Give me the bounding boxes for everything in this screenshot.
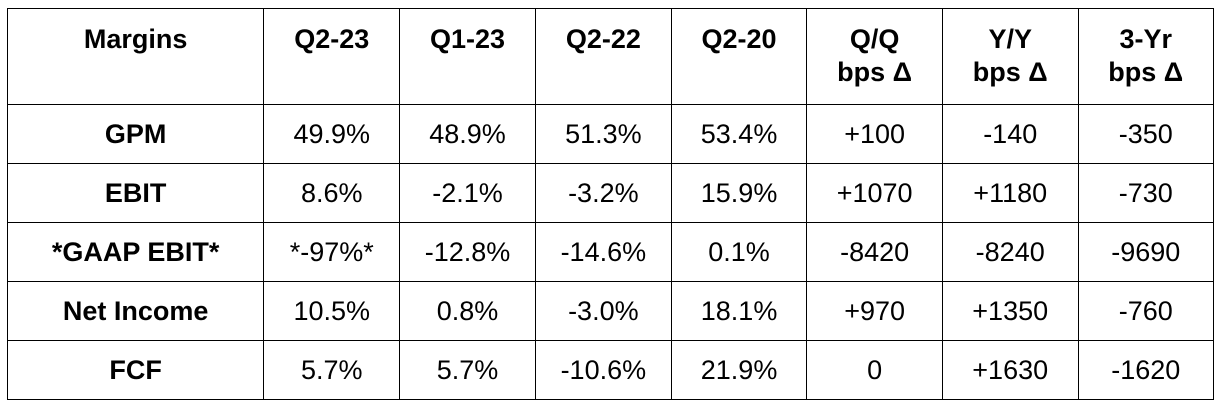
header-label: Margins (6, 8, 265, 105)
header-q1-23: Q1-23 (399, 8, 536, 105)
header-label-text: Margins (83, 24, 188, 54)
table-cell: -140 (941, 104, 1079, 164)
table-row-ebit: EBIT 8.6% -2.1% -3.2% 15.9% +1070 +1180 … (6, 163, 1214, 223)
table-cell: +970 (806, 281, 943, 341)
table-cell: 21.9% (670, 340, 808, 400)
table-cell: -1620 (1077, 340, 1214, 400)
table-cell: 15.9% (670, 163, 808, 223)
table-cell: -760 (1077, 281, 1214, 341)
header-q2-22: Q2-22 (534, 8, 672, 105)
table-cell: 0.1% (670, 222, 808, 282)
header-qq-line1: Q/Q (849, 24, 900, 54)
header-q2-23-line1: Q2-23 (294, 24, 370, 54)
table-cell: +1180 (941, 163, 1079, 223)
table-cell: 49.9% (263, 104, 401, 164)
table-cell: 53.4% (670, 104, 808, 164)
header-yy-bps: Y/Y bps Δ (941, 8, 1079, 105)
table-cell: -350 (1077, 104, 1214, 164)
row-label: EBIT (6, 163, 265, 223)
table-row-gpm: GPM 49.9% 48.9% 51.3% 53.4% +100 -140 -3… (6, 104, 1214, 164)
table-cell: -8420 (806, 222, 943, 282)
table-cell: -3.2% (534, 163, 672, 223)
table-cell: 5.7% (263, 340, 401, 400)
header-3yr-bps: 3-Yr bps Δ (1077, 8, 1214, 105)
header-row: Margins Q2-23 Q1-23 Q2-22 Q2-20 Q/Q bps … (6, 8, 1214, 105)
header-yy-line2: bps Δ (972, 57, 1048, 87)
table-cell: +1630 (941, 340, 1079, 400)
table-cell: 5.7% (399, 340, 536, 400)
header-yy-line1: Y/Y (988, 24, 1032, 54)
table-row-net-income: Net Income 10.5% 0.8% -3.0% 18.1% +970 +… (6, 281, 1214, 341)
row-label: *GAAP EBIT* (6, 222, 265, 282)
header-3yr-line2: bps Δ (1108, 57, 1184, 87)
table-cell: 10.5% (263, 281, 401, 341)
margins-table-container: Margins Q2-23 Q1-23 Q2-22 Q2-20 Q/Q bps … (6, 8, 1214, 400)
table-cell: 51.3% (534, 104, 672, 164)
table-cell: 8.6% (263, 163, 401, 223)
table-cell: -3.0% (534, 281, 672, 341)
table-cell: -730 (1077, 163, 1214, 223)
row-label: GPM (6, 104, 265, 164)
table-cell: -9690 (1077, 222, 1214, 282)
table-cell: -8240 (941, 222, 1079, 282)
header-q2-20: Q2-20 (670, 8, 808, 105)
table-cell: -12.8% (399, 222, 536, 282)
table-cell: -2.1% (399, 163, 536, 223)
header-3yr-line1: 3-Yr (1119, 24, 1173, 54)
table-cell: -14.6% (534, 222, 672, 282)
row-label: FCF (6, 340, 265, 400)
table-row-fcf: FCF 5.7% 5.7% -10.6% 21.9% 0 +1630 -1620 (6, 340, 1214, 400)
table-cell: +1350 (941, 281, 1079, 341)
header-qq-line2: bps Δ (837, 57, 913, 87)
table-cell: 0.8% (399, 281, 536, 341)
header-q2-22-line1: Q2-22 (565, 24, 641, 54)
header-q2-20-line1: Q2-20 (701, 24, 777, 54)
header-q1-23-line1: Q1-23 (430, 24, 506, 54)
header-qq-bps: Q/Q bps Δ (806, 8, 943, 105)
table-cell: 48.9% (399, 104, 536, 164)
header-q2-23: Q2-23 (263, 8, 401, 105)
table-cell: 0 (806, 340, 943, 400)
table-row-gaap-ebit: *GAAP EBIT* *-97%* -12.8% -14.6% 0.1% -8… (6, 222, 1214, 282)
margins-table: Margins Q2-23 Q1-23 Q2-22 Q2-20 Q/Q bps … (6, 8, 1214, 400)
table-cell: +1070 (806, 163, 943, 223)
table-cell: *-97%* (263, 222, 401, 282)
table-cell: +100 (806, 104, 943, 164)
row-label: Net Income (6, 281, 265, 341)
table-cell: -10.6% (534, 340, 672, 400)
table-cell: 18.1% (670, 281, 808, 341)
